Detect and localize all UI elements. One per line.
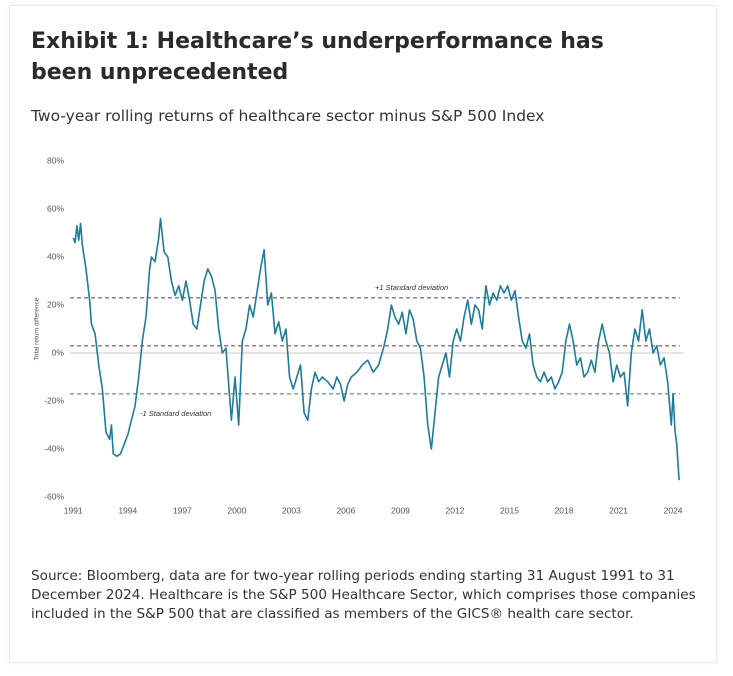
reference-label: +1 Standard deviation [375, 283, 448, 292]
x-tick-label: 2000 [227, 505, 246, 515]
source-note: Source: Bloomberg, data are for two-year… [31, 568, 696, 622]
x-tick-label: 2015 [500, 505, 519, 515]
x-tick-label: 2012 [446, 505, 465, 515]
card [9, 5, 717, 663]
x-tick-label: 2024 [664, 505, 683, 515]
y-axis-label: Total return difference [34, 297, 41, 360]
chart-subtitle: Two-year rolling returns of healthcare s… [31, 107, 545, 125]
y-tick-label: -40% [44, 443, 64, 453]
y-tick-label: -20% [44, 395, 64, 405]
reference-label: -1 Standard deviation [140, 409, 211, 418]
x-tick-label: 1991 [64, 505, 83, 515]
x-tick-label: 2009 [391, 505, 410, 515]
y-tick-label: 60% [47, 203, 64, 213]
x-tick-label: 2018 [555, 505, 574, 515]
y-tick-label: -60% [44, 491, 64, 501]
x-tick-label: 1997 [173, 505, 192, 515]
x-tick-label: 2003 [282, 505, 301, 515]
y-tick-label: 80% [47, 155, 64, 165]
x-tick-label: 2006 [336, 505, 355, 515]
chart-title: Exhibit 1: Healthcare’s underperformance… [31, 29, 604, 85]
x-tick-label: 2021 [609, 505, 628, 515]
y-tick-label: 40% [47, 251, 64, 261]
data-line [72, 217, 680, 481]
y-tick-label: 20% [47, 299, 64, 309]
y-tick-label: 0% [52, 347, 65, 357]
x-tick-label: 1994 [118, 505, 137, 515]
